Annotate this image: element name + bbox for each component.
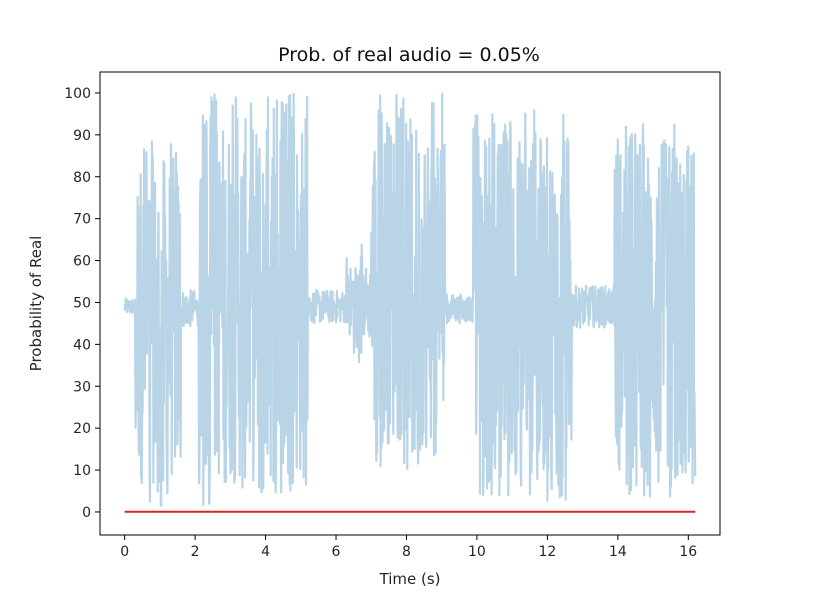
y-tick-label: 70 — [73, 212, 91, 228]
y-tick-label: 60 — [73, 254, 91, 270]
x-axis: 0 2 4 6 8 10 12 14 16 — [120, 535, 697, 560]
y-tick-label: 90 — [73, 128, 91, 144]
x-axis-label: Time (s) — [379, 570, 441, 588]
y-axis: 0 10 20 30 40 50 60 70 80 90 100 — [64, 86, 100, 521]
y-tick-label: 10 — [73, 463, 91, 479]
x-tick-label: 12 — [538, 544, 556, 560]
y-tick-label: 40 — [73, 337, 91, 353]
x-tick-label: 4 — [261, 544, 270, 560]
y-tick-label: 100 — [64, 86, 91, 102]
x-tick-label: 0 — [120, 544, 129, 560]
x-tick-label: 2 — [191, 544, 200, 560]
y-tick-label: 0 — [82, 505, 91, 521]
x-tick-label: 10 — [468, 544, 486, 560]
series-frame-probability-line — [123, 92, 697, 507]
y-tick-label: 30 — [73, 379, 91, 395]
x-tick-label: 6 — [332, 544, 341, 560]
y-tick-label: 80 — [73, 170, 91, 186]
y-axis-label: Probability of Real — [27, 236, 45, 372]
y-tick-label: 20 — [73, 421, 91, 437]
x-tick-label: 14 — [609, 544, 627, 560]
chart-title: Prob. of real audio = 0.05% — [278, 44, 540, 66]
x-tick-label: 16 — [679, 544, 697, 560]
y-tick-label: 50 — [73, 295, 91, 311]
plot-frame — [99, 71, 721, 536]
plot-area — [123, 92, 697, 513]
x-tick-label: 8 — [402, 544, 411, 560]
